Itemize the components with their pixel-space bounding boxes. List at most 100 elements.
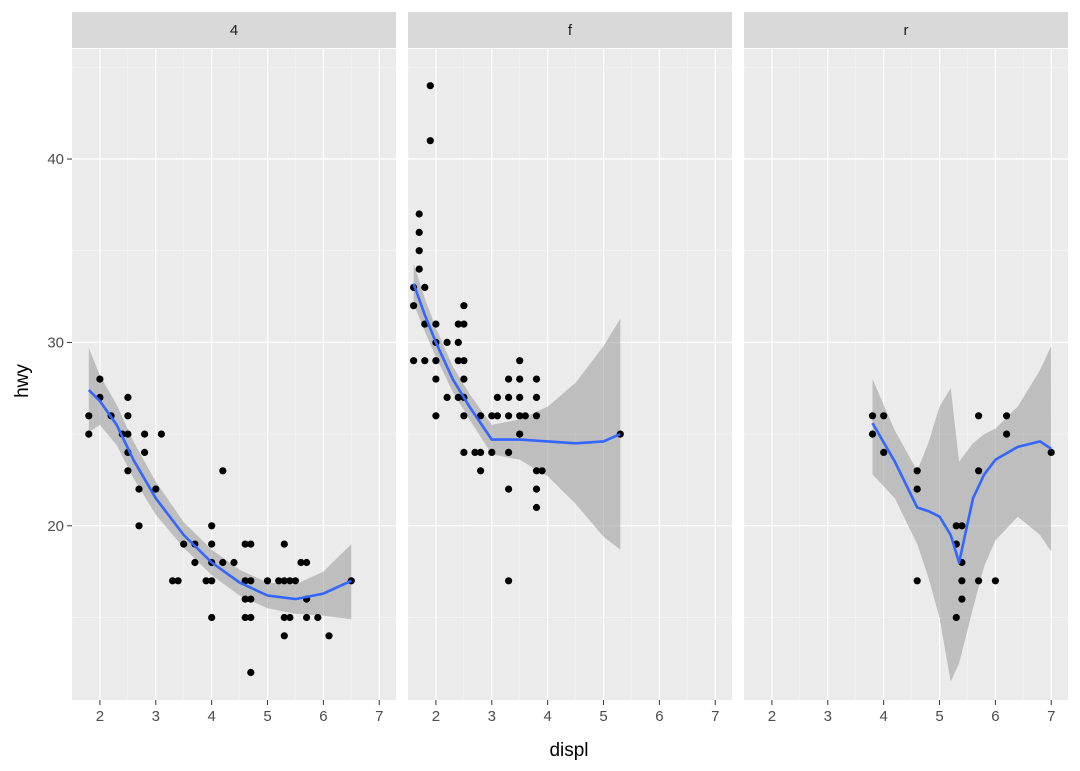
data-point (191, 558, 199, 567)
data-point (488, 448, 496, 456)
data-point (415, 247, 423, 255)
data-point (443, 393, 451, 401)
data-point (460, 320, 468, 328)
data-point (913, 577, 921, 585)
facet-panel-f: f 2 3 4 5 6 7 (407, 12, 732, 725)
data-point (477, 412, 485, 420)
data-point (516, 375, 524, 383)
data-point (303, 558, 311, 567)
data-point (426, 82, 434, 90)
data-point (280, 540, 288, 548)
smooth-line (412, 283, 621, 445)
x-tick-label: 3 (824, 708, 832, 725)
data-point (135, 522, 143, 530)
x-tick-label: 2 (432, 708, 440, 725)
data-point (505, 375, 513, 383)
data-point (219, 558, 227, 567)
data-point (454, 338, 462, 346)
x-tick-label: 4 (543, 708, 551, 725)
data-point (991, 577, 1000, 585)
data-point (460, 412, 468, 420)
data-point (247, 577, 255, 585)
data-point (975, 467, 983, 475)
smooth-line (87, 389, 352, 601)
data-point (532, 485, 541, 493)
data-point (135, 485, 143, 493)
facet-panels: 4 2 3 4 5 6 7 f 2 3 4 5 6 7 r 2 3 4 5 6 7 20 30 40 (47, 12, 1068, 725)
facet-strip-label: 4 (230, 22, 238, 39)
y-tick-label: 20 (47, 518, 64, 535)
data-point (247, 540, 255, 548)
data-point (297, 558, 305, 567)
facet-strip (72, 12, 396, 48)
data-point (516, 393, 524, 401)
confidence-ribbon (872, 346, 1052, 682)
y-tick-label: 30 (47, 334, 64, 351)
data-point (505, 412, 513, 420)
data-point (124, 393, 132, 401)
data-point (208, 613, 216, 622)
data-point (280, 613, 288, 622)
data-point (1003, 412, 1011, 420)
data-point (325, 632, 333, 640)
data-point (975, 412, 983, 420)
data-point (958, 595, 966, 603)
data-point (124, 467, 132, 475)
x-tick-label: 3 (488, 708, 496, 725)
data-point (454, 393, 462, 401)
data-point (230, 558, 238, 567)
data-point (505, 485, 513, 493)
data-point (454, 320, 462, 328)
data-point (460, 357, 468, 365)
data-point (241, 540, 249, 548)
x-tick-label: 3 (152, 708, 160, 725)
data-point (493, 412, 501, 420)
data-point (410, 302, 418, 310)
smooth-line (871, 422, 1052, 564)
data-point (516, 357, 524, 365)
data-point (880, 448, 888, 456)
x-tick-label: 2 (96, 708, 104, 725)
data-point (488, 412, 496, 420)
data-point (432, 320, 440, 328)
data-point (219, 467, 227, 475)
data-point (202, 577, 210, 585)
y-axis-title: hwy (12, 364, 33, 398)
x-tick-label: 5 (263, 708, 271, 725)
data-point (421, 357, 429, 365)
data-point (432, 412, 440, 420)
data-point (291, 577, 299, 585)
x-tick-label: 5 (935, 708, 943, 725)
data-point (958, 522, 966, 530)
data-point (85, 430, 93, 438)
data-point (521, 412, 529, 420)
data-point (432, 357, 440, 365)
data-point (532, 503, 541, 512)
data-point (538, 467, 546, 475)
data-point (1047, 448, 1055, 456)
data-point (208, 577, 216, 585)
x-tick-label: 7 (711, 708, 719, 725)
data-point (85, 412, 93, 420)
y-tick-label: 40 (47, 151, 64, 168)
data-point (208, 540, 216, 548)
data-point (263, 577, 272, 585)
data-point (124, 412, 132, 420)
data-point (868, 412, 877, 420)
panel-background (408, 49, 732, 700)
facet-panel-4: 4 2 3 4 5 6 7 (71, 12, 396, 725)
data-point (141, 448, 149, 456)
data-point (426, 137, 434, 145)
facet-strip-label: f (568, 22, 573, 39)
data-point (208, 522, 216, 530)
x-tick-label: 2 (768, 708, 776, 725)
facet-panel-r: r 2 3 4 5 6 7 (743, 12, 1068, 725)
data-point (460, 302, 468, 310)
data-point (975, 577, 983, 585)
data-point (443, 338, 451, 346)
data-point (247, 595, 255, 603)
data-point (314, 613, 322, 622)
facet-strip (744, 12, 1068, 48)
panel-background (744, 49, 1068, 700)
data-point (460, 448, 468, 456)
